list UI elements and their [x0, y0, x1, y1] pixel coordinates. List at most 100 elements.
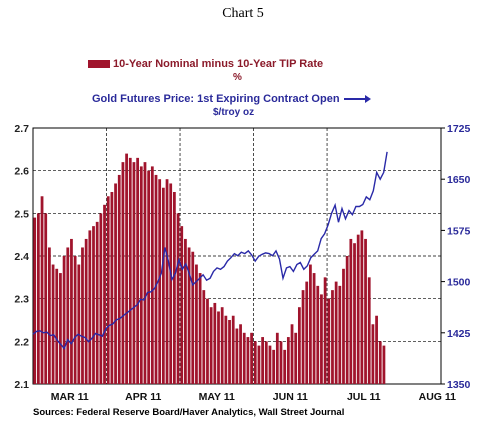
- bar: [169, 183, 173, 384]
- bar: [224, 315, 228, 384]
- bar: [364, 238, 367, 384]
- right-tick-label: 1575: [447, 225, 471, 237]
- bar: [239, 324, 242, 384]
- bar: [70, 238, 73, 384]
- legend-series1: 10-Year Nominal minus 10-Year TIP Rate: [88, 58, 323, 70]
- bar: [62, 256, 66, 384]
- right-tick-label: 1500: [447, 277, 471, 289]
- bar: [191, 251, 195, 384]
- legend-series1-label: 10-Year Nominal minus 10-Year TIP Rate: [113, 58, 324, 70]
- bar: [88, 230, 92, 384]
- legend-series1-unit: %: [233, 72, 242, 83]
- bar: [180, 226, 184, 384]
- bar: [84, 238, 88, 384]
- bar: [117, 174, 121, 384]
- bar: [235, 328, 239, 384]
- bar: [172, 192, 176, 384]
- source-note: Sources: Federal Reserve Board/Haver Ana…: [33, 407, 345, 418]
- right-axis: 1350 1425 1500 1575 1650 1725: [441, 123, 471, 391]
- bar: [187, 247, 191, 384]
- bar: [334, 281, 338, 384]
- left-tick-label: 2.6: [14, 166, 29, 178]
- x-tick-label: JUN 11: [273, 391, 308, 403]
- bar: [220, 307, 224, 384]
- bar: [327, 298, 331, 384]
- left-axis: 2.1 2.2 2.3 2.4 2.5 2.6 2.7: [14, 123, 29, 391]
- bar: [261, 337, 265, 384]
- bar: [264, 341, 268, 384]
- bar: [312, 273, 316, 384]
- bar: [202, 290, 206, 384]
- bar: [367, 277, 371, 384]
- bar: [36, 213, 40, 384]
- bar: [44, 213, 48, 384]
- bar: [206, 298, 209, 384]
- legend-series2-label: Gold Futures Price: 1st Expiring Contrac…: [92, 93, 340, 105]
- bar: [184, 238, 187, 384]
- bar: [250, 332, 253, 384]
- x-tick-label: AUG 11: [419, 391, 457, 403]
- legend-bar-swatch: [88, 60, 110, 69]
- bar: [331, 290, 334, 384]
- chart-title: Chart 5: [222, 6, 264, 21]
- left-tick-label: 2.3: [14, 294, 29, 306]
- bar: [268, 345, 272, 384]
- bar: [360, 230, 364, 384]
- bar: [73, 256, 77, 384]
- left-tick-label: 2.5: [14, 208, 29, 220]
- bar: [139, 166, 143, 384]
- x-axis: MAR 11 APR 11 MAY 11 JUN 11 JUL 11 AUG 11: [51, 391, 456, 403]
- bar: [213, 302, 217, 384]
- left-tick-label: 2.1: [14, 379, 29, 391]
- bar: [154, 174, 158, 384]
- bar: [371, 324, 375, 384]
- bar: [228, 320, 231, 384]
- bar: [161, 187, 165, 384]
- bar: [147, 170, 151, 384]
- bar: [290, 324, 294, 384]
- bar: [305, 281, 309, 384]
- bar: [48, 247, 51, 384]
- chart-area: 2.1 2.2 2.3 2.4 2.5 2.6 2.7 1350 1425 1500 1575 16…: [14, 123, 471, 403]
- bar: [121, 162, 125, 384]
- bar: [231, 315, 235, 384]
- right-tick-label: 1350: [447, 379, 471, 391]
- bar: [272, 349, 276, 384]
- bar: [81, 247, 84, 384]
- right-tick-label: 1650: [447, 174, 471, 186]
- bar: [257, 345, 261, 384]
- bar-series: [33, 153, 386, 384]
- legend-series2-unit: $/troy oz: [213, 107, 255, 118]
- bar: [253, 341, 257, 384]
- bar: [103, 204, 106, 384]
- bar: [51, 264, 55, 384]
- bar: [275, 332, 279, 384]
- gold-price-line: [32, 151, 388, 350]
- bar: [143, 162, 147, 384]
- bar: [95, 221, 99, 384]
- bar: [316, 285, 320, 384]
- bar: [55, 268, 59, 384]
- left-tick-label: 2.4: [14, 251, 29, 263]
- bar: [165, 179, 169, 384]
- bar: [40, 196, 44, 384]
- bar: [378, 341, 382, 384]
- x-tick-label: JUL 11: [347, 391, 381, 403]
- x-tick-label: MAY 11: [199, 391, 235, 403]
- left-tick-label: 2.2: [14, 336, 29, 348]
- bar: [375, 315, 378, 384]
- bar: [242, 332, 246, 384]
- bar: [209, 307, 213, 384]
- bar: [59, 273, 62, 384]
- bar: [297, 307, 301, 384]
- bar: [195, 264, 198, 384]
- bar: [125, 153, 128, 384]
- bar: [320, 294, 323, 384]
- bar: [283, 349, 287, 384]
- bar: [106, 196, 110, 384]
- right-tick-label: 1425: [447, 328, 471, 340]
- bar: [323, 277, 327, 384]
- bar: [92, 226, 95, 384]
- bar: [136, 157, 140, 384]
- bar: [353, 243, 356, 384]
